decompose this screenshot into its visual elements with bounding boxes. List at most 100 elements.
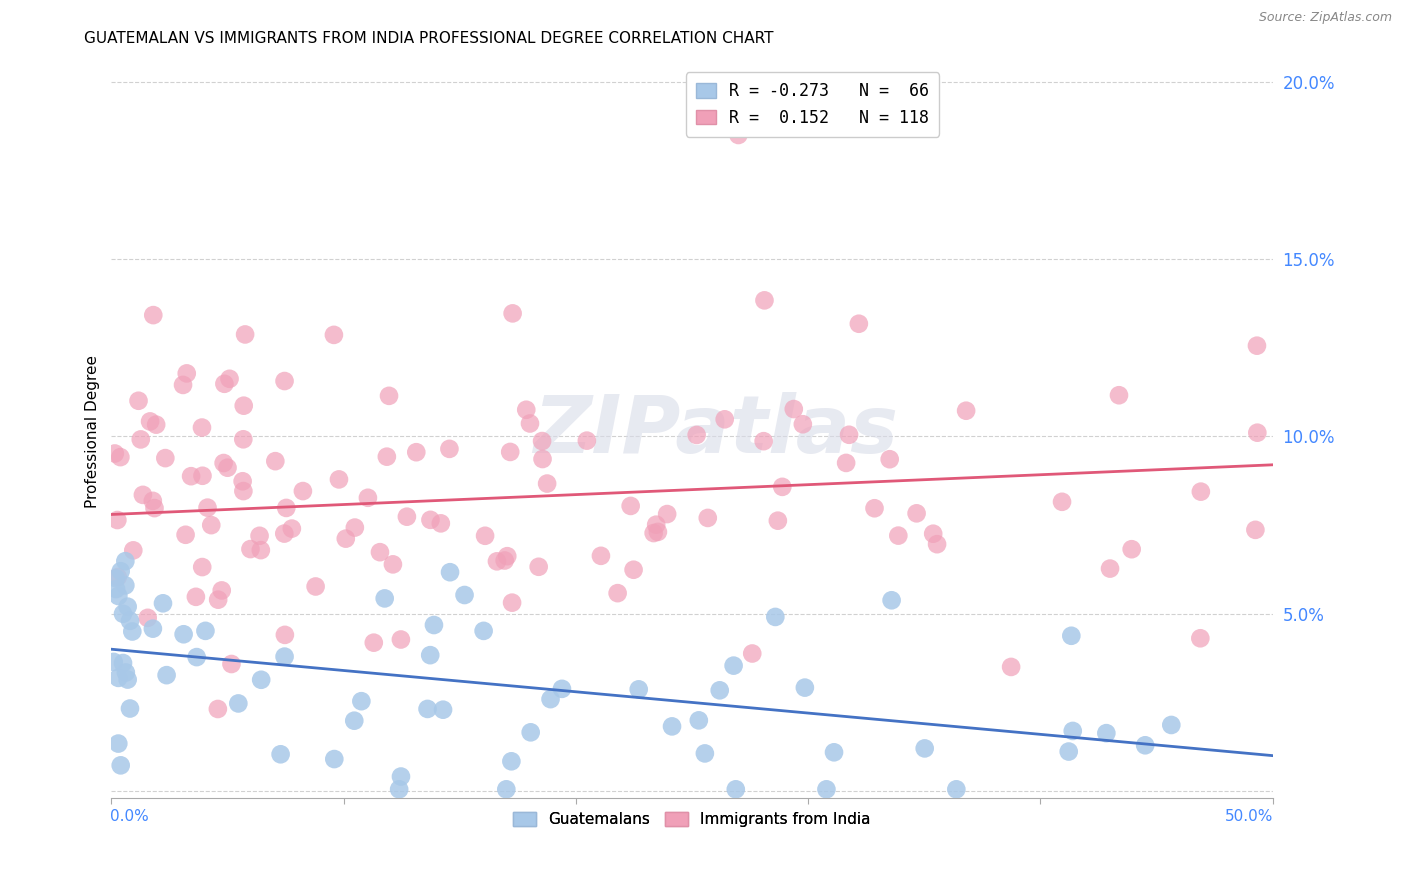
Point (763, 610, 786, 624)
Point (838, 427, 860, 442)
Point (191, 468, 214, 483)
Point (905, 506, 928, 520)
Point (232, 484, 254, 499)
Point (117, 599, 139, 614)
Point (793, 681, 815, 695)
Point (1189, 484, 1212, 499)
Text: 0.0%: 0.0% (110, 809, 149, 824)
Point (501, 596, 523, 610)
Point (233, 327, 256, 342)
Point (207, 702, 229, 716)
Point (1050, 495, 1073, 509)
Point (519, 725, 541, 739)
Point (405, 445, 427, 459)
Legend: Guatemalans, Immigrants from India: Guatemalans, Immigrants from India (505, 805, 879, 835)
Point (880, 593, 903, 607)
Point (194, 624, 217, 638)
Point (887, 528, 910, 542)
Point (335, 532, 357, 546)
Point (693, 747, 716, 761)
Point (1160, 718, 1182, 732)
Point (430, 516, 453, 531)
Point (432, 703, 454, 717)
Point (914, 741, 936, 756)
Point (129, 433, 152, 447)
Point (200, 518, 222, 533)
Point (211, 583, 233, 598)
Point (1099, 561, 1122, 575)
Point (103, 655, 125, 669)
Point (823, 745, 845, 759)
Point (111, 607, 134, 621)
Point (1108, 388, 1130, 402)
Point (232, 432, 254, 446)
Point (250, 543, 273, 558)
Point (343, 714, 366, 728)
Point (754, 293, 776, 308)
Point (172, 378, 194, 392)
Point (155, 451, 177, 466)
Point (783, 402, 806, 417)
Point (815, 782, 838, 797)
Point (128, 393, 150, 408)
Point (388, 782, 411, 797)
Point (264, 454, 287, 468)
Point (879, 452, 901, 467)
Point (375, 450, 398, 464)
Point (752, 434, 775, 449)
Point (273, 526, 295, 541)
Point (363, 635, 385, 649)
Point (723, 658, 745, 673)
Point (291, 484, 314, 499)
Point (1095, 726, 1118, 740)
Point (1062, 723, 1084, 738)
Point (374, 591, 396, 606)
Point (118, 614, 141, 628)
Point (589, 549, 612, 563)
Point (643, 526, 665, 541)
Point (239, 542, 262, 557)
Point (474, 529, 496, 543)
Point (174, 528, 197, 542)
Point (111, 656, 134, 670)
Point (142, 622, 165, 636)
Point (713, 412, 735, 426)
Point (323, 752, 346, 766)
Point (688, 714, 710, 728)
Point (105, 582, 128, 596)
Point (661, 719, 683, 733)
Point (496, 549, 519, 564)
Point (104, 446, 127, 460)
Point (685, 428, 707, 442)
Point (416, 702, 439, 716)
Point (378, 389, 401, 403)
Point (499, 445, 522, 459)
Point (110, 450, 132, 464)
Point (536, 476, 558, 491)
Point (142, 493, 165, 508)
Point (304, 579, 326, 593)
Point (110, 758, 132, 772)
Point (945, 782, 967, 797)
Point (1189, 632, 1212, 646)
Point (439, 442, 461, 456)
Point (792, 417, 814, 432)
Point (228, 697, 250, 711)
Point (419, 648, 441, 662)
Point (105, 513, 128, 527)
Point (214, 376, 236, 391)
Point (142, 308, 165, 322)
Point (727, 128, 749, 142)
Point (519, 417, 541, 431)
Point (118, 701, 141, 715)
Point (1057, 745, 1080, 759)
Point (527, 559, 550, 574)
Point (121, 624, 143, 639)
Point (623, 563, 645, 577)
Point (173, 627, 195, 641)
Point (276, 500, 298, 515)
Text: ZIPatlas: ZIPatlas (533, 392, 897, 470)
Point (770, 480, 793, 494)
Point (494, 553, 516, 567)
Point (472, 624, 495, 638)
